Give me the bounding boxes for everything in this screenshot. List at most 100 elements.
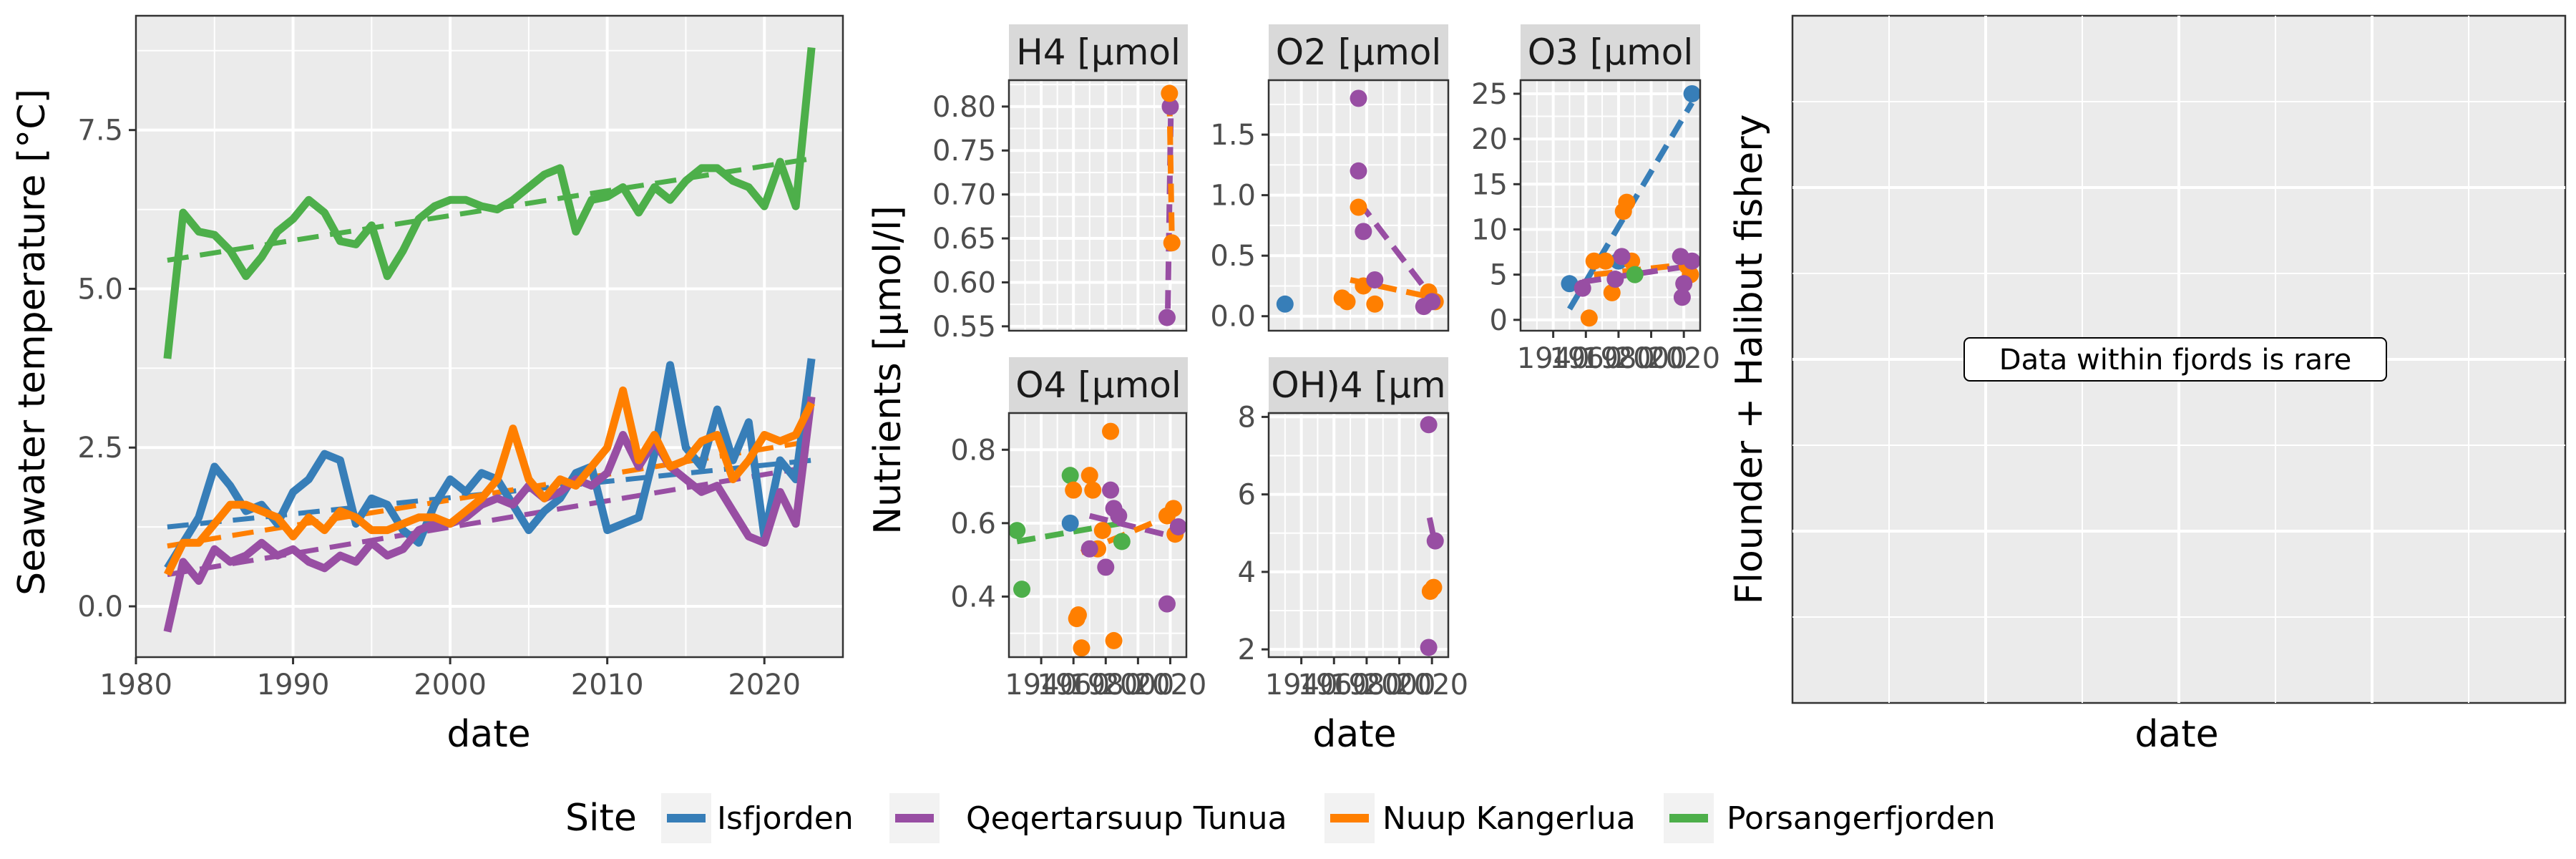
y-tick-label: 10 [1471, 213, 1508, 246]
series-line-nuup-kangerlua [163, 386, 816, 577]
y-tick-label: 4 [1238, 556, 1256, 589]
facet-strip-label-no2: O2 [µmol [1276, 31, 1442, 73]
data-point-qeqertarsuup-tunua [1350, 162, 1367, 180]
y-tick-label: 0.0 [77, 591, 123, 623]
x-tick-label: 2020 [1395, 669, 1468, 702]
data-point-qeqertarsuup-tunua [1366, 271, 1384, 288]
data-point-qeqertarsuup-tunua [1673, 288, 1691, 306]
legend: Site Isfjorden Qeqertarsuup Tunua Nuup K… [565, 793, 1996, 843]
facet-strip-po4 [1009, 357, 1188, 413]
x-tick-label: 2000 [1101, 669, 1174, 702]
legend-label-qeqertarsuup-tunua: Qeqertarsuup Tunua [966, 800, 1287, 837]
temperature-xlabel: date [447, 713, 530, 756]
x-tick-label: 1990 [257, 669, 330, 702]
data-point-qeqertarsuup-tunua [1613, 248, 1631, 266]
data-point-nuup-kangerlua [1069, 606, 1087, 624]
x-tick-label: 1940 [1517, 342, 1590, 375]
x-tick-label: 2000 [414, 669, 487, 702]
legend-label-nuup-kangerlua: Nuup Kangerlua [1382, 800, 1636, 837]
x-tick-label: 2020 [1647, 342, 1720, 375]
y-tick-label: 7.5 [77, 115, 123, 147]
data-point-nuup-kangerlua [1163, 234, 1181, 252]
facet-border-po4 [1008, 412, 1188, 659]
data-point-qeqertarsuup-tunua [1102, 481, 1120, 499]
legend-item-nuup-kangerlua: Nuup Kangerlua [1324, 793, 1636, 843]
data-point-qeqertarsuup-tunua [1169, 518, 1187, 535]
x-tick-label: 1980 [99, 669, 172, 702]
data-point-porsangerfjorden [1113, 533, 1131, 550]
x-tick-label: 1960 [1037, 669, 1110, 702]
y-tick-label: 0.0 [1210, 301, 1256, 334]
legend-title: Site [565, 797, 637, 840]
y-tick-label: 0.8 [950, 434, 996, 467]
x-tick-label: 2020 [1134, 669, 1207, 702]
y-tick-label: 1.0 [1210, 180, 1256, 213]
data-point-nuup-kangerlua [1084, 481, 1102, 499]
data-point-nuup-kangerlua [1580, 309, 1598, 327]
y-tick-label: 6 [1238, 479, 1256, 512]
data-point-qeqertarsuup-tunua [1683, 252, 1701, 270]
temperature-ylabel: Seawater temperature [°C] [11, 89, 54, 596]
data-point-nuup-kangerlua [1603, 283, 1621, 301]
data-point-nuup-kangerlua [1425, 578, 1443, 596]
nutrients-xlabel: date [1312, 713, 1396, 756]
facet-border-si-oh-4 [1267, 412, 1450, 659]
fishery-annotation: Data within fjords is rare [1999, 344, 2351, 377]
data-point-qeqertarsuup-tunua [1420, 416, 1438, 434]
facet-border-nh4 [1008, 79, 1188, 332]
data-point-qeqertarsuup-tunua [1423, 293, 1441, 311]
y-tick-label: 2.5 [77, 432, 123, 465]
facet-background-nh4 [1009, 80, 1186, 331]
fishery-ylabel: Flounder + Halibut fishery [1728, 115, 1771, 605]
data-point-qeqertarsuup-tunua [1420, 639, 1438, 656]
data-point-qeqertarsuup-tunua [1426, 532, 1444, 550]
y-tick-label: 0.80 [932, 91, 996, 124]
data-point-porsangerfjorden [1008, 522, 1026, 540]
data-point-qeqertarsuup-tunua [1080, 540, 1098, 558]
facet-strip-label-no3: O3 [µmol [1528, 31, 1694, 73]
data-point-nuup-kangerlua [1105, 631, 1123, 649]
data-point-nuup-kangerlua [1618, 193, 1636, 211]
trend-line-qeqertarsuup-tunua [1088, 513, 1179, 541]
y-tick-label: 0.75 [932, 135, 996, 168]
data-point-nuup-kangerlua [1080, 467, 1098, 485]
facet-strip-label-nh4: H4 [µmol [1016, 31, 1181, 73]
x-tick-label: 2000 [1363, 669, 1436, 702]
data-point-nuup-kangerlua [1350, 198, 1367, 216]
x-tick-label: 1980 [1069, 669, 1142, 702]
data-point-isfjorden [1561, 275, 1579, 293]
y-tick-label: 15 [1471, 168, 1508, 201]
data-point-porsangerfjorden [1061, 467, 1079, 485]
facet-background-si-oh-4 [1269, 413, 1448, 657]
series-line-isfjorden [164, 358, 816, 571]
x-tick-label: 2000 [1615, 342, 1688, 375]
data-point-nuup-kangerlua [1093, 522, 1111, 540]
x-tick-label: 1980 [1582, 342, 1655, 375]
facet-border-no3 [1519, 79, 1702, 332]
y-tick-label: 8 [1238, 401, 1256, 434]
data-point-qeqertarsuup-tunua [1574, 279, 1591, 297]
data-point-qeqertarsuup-tunua [1606, 270, 1624, 288]
y-tick-label: 1.5 [1210, 119, 1256, 152]
data-point-nuup-kangerlua [1164, 500, 1182, 518]
legend-label-porsangerfjorden: Porsangerfjorden [1727, 800, 1996, 837]
data-point-nuup-kangerlua [1338, 293, 1356, 311]
temperature-panel: 1980 1990 2000 2010 2020 0.0 2.5 5.0 7.5 [77, 14, 844, 702]
data-point-qeqertarsuup-tunua [1675, 275, 1693, 293]
series-line-porsangerfjorden [163, 47, 816, 359]
data-point-nuup-kangerlua [1161, 84, 1179, 102]
y-tick-label: 25 [1471, 78, 1508, 111]
facet-strip-label-po4: O4 [µmol [1015, 364, 1181, 406]
x-tick-label: 1960 [1297, 669, 1370, 702]
x-tick-label: 1980 [1330, 669, 1403, 702]
y-tick-label: 5 [1490, 259, 1508, 292]
data-point-qeqertarsuup-tunua [1158, 595, 1176, 613]
data-point-qeqertarsuup-tunua [1158, 309, 1176, 326]
data-point-qeqertarsuup-tunua [1161, 97, 1179, 115]
data-point-qeqertarsuup-tunua [1350, 89, 1367, 107]
trend-line-qeqertarsuup-tunua [1582, 263, 1693, 285]
